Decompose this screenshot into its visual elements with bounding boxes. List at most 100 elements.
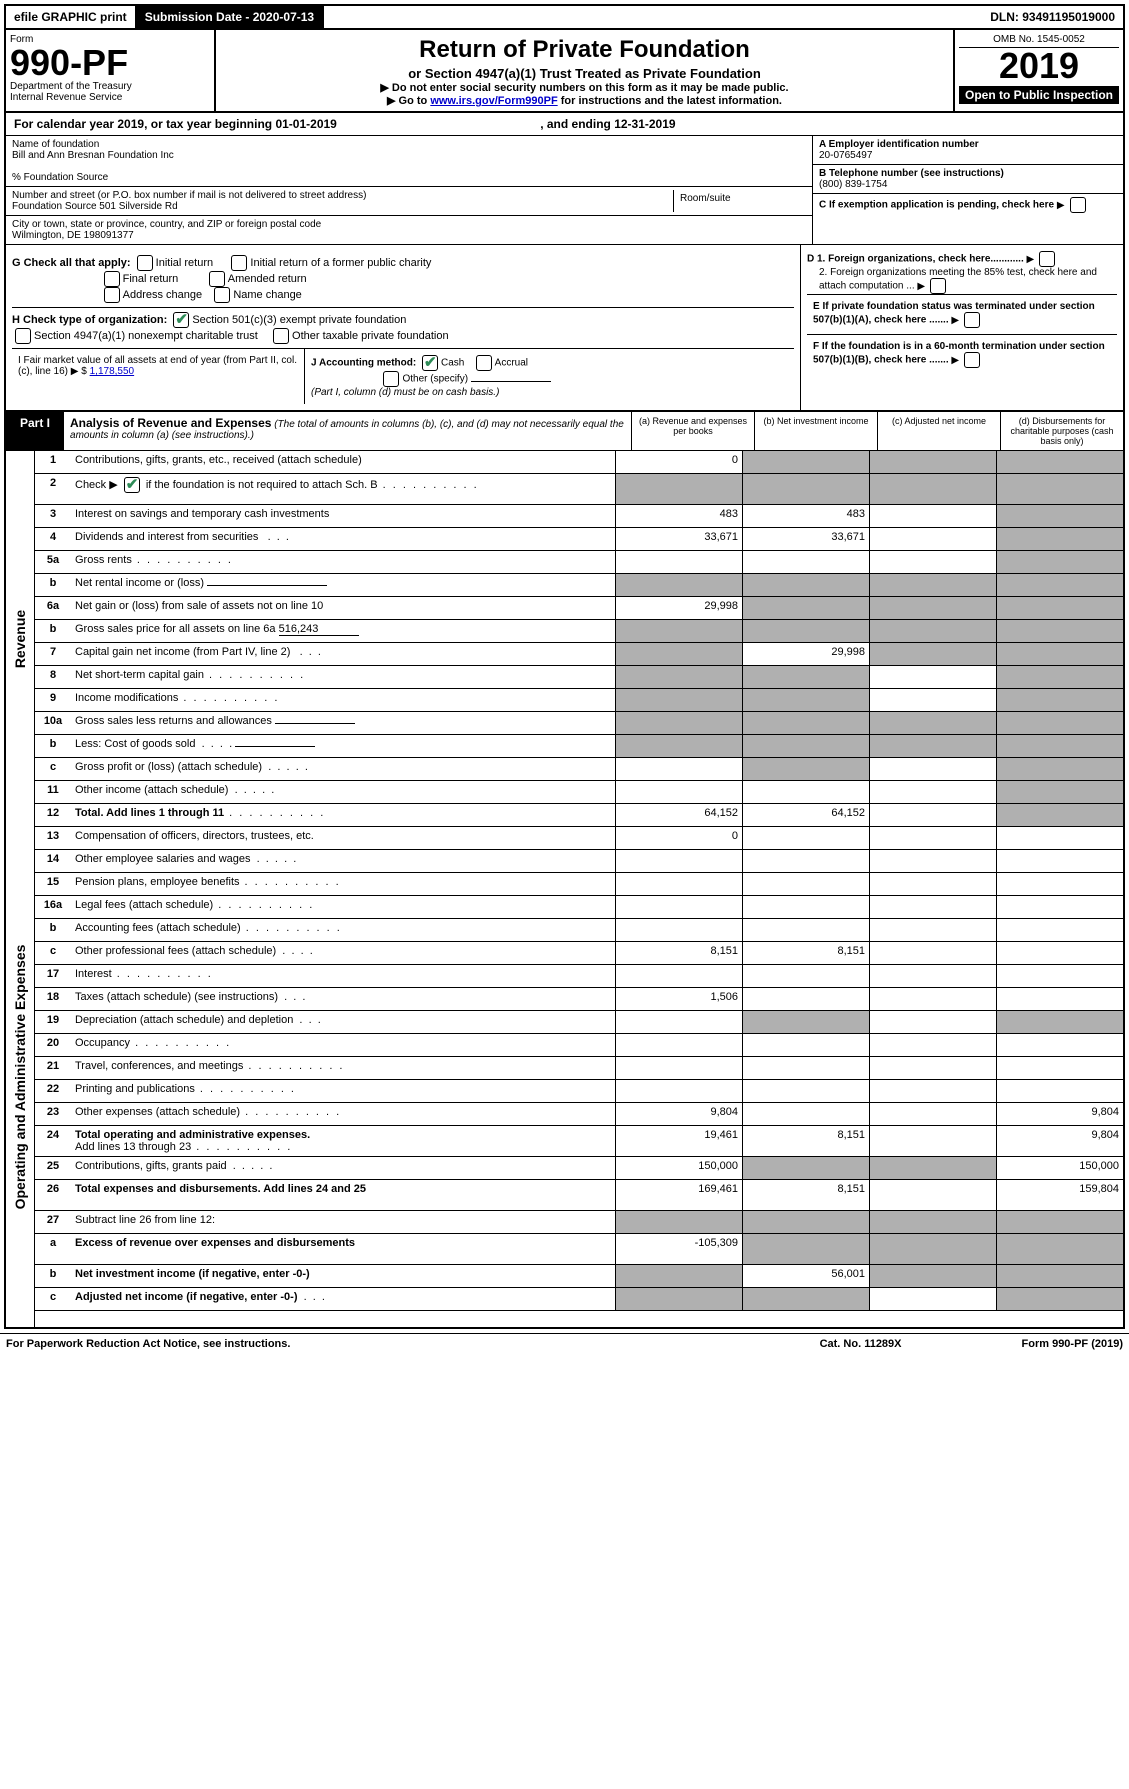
d2-row: 2. Foreign organizations meeting the 85%…: [807, 267, 1117, 294]
form-subtitle: or Section 4947(a)(1) Trust Treated as P…: [220, 66, 949, 81]
g-label: G Check all that apply:: [12, 257, 131, 269]
i-label: I Fair market value of all assets at end…: [18, 355, 297, 377]
l2-cb[interactable]: [124, 477, 140, 493]
part1-title: Analysis of Revenue and Expenses: [70, 416, 271, 430]
l24: Total operating and administrative expen…: [71, 1126, 616, 1156]
l13: Compensation of officers, directors, tru…: [71, 827, 616, 849]
tax-year: 2019: [959, 48, 1119, 84]
l17: Interest: [71, 965, 616, 987]
l16c: Other professional fees (attach schedule…: [71, 942, 616, 964]
expense-rows: 13Compensation of officers, directors, t…: [35, 827, 1123, 1327]
l27b: Net investment income (if negative, ente…: [71, 1265, 616, 1287]
city-value: Wilmington, DE 198091377: [12, 230, 806, 241]
cal-end: 12-31-2019: [614, 117, 675, 131]
l18: Taxes (attach schedule) (see instruction…: [71, 988, 616, 1010]
d1-cb[interactable]: [1039, 251, 1055, 267]
g-addr-cb[interactable]: [104, 287, 120, 303]
g-name-cb[interactable]: [214, 287, 230, 303]
l5b: Net rental income or (loss): [71, 574, 616, 596]
note2-pre: ▶ Go to: [387, 95, 430, 107]
part1-header: Part I Analysis of Revenue and Expenses …: [6, 410, 1123, 451]
j-accrual-cb[interactable]: [476, 355, 492, 371]
h-501: Section 501(c)(3) exempt private foundat…: [192, 314, 406, 326]
j-other: Other (specify): [402, 374, 468, 385]
g-name: Name change: [233, 289, 302, 301]
d1: D 1. Foreign organizations, check here..…: [807, 254, 1024, 265]
info-right: A Employer identification number 20-0765…: [812, 136, 1123, 244]
d2-cb[interactable]: [930, 278, 946, 294]
l4: Dividends and interest from securities .…: [71, 528, 616, 550]
j-label: J Accounting method:: [311, 358, 416, 369]
j-cash: Cash: [441, 358, 464, 369]
info-left: Name of foundation Bill and Ann Bresnan …: [6, 136, 812, 244]
l1a: 0: [616, 451, 743, 473]
ein-cell: A Employer identification number 20-0765…: [813, 136, 1123, 165]
check-left: G Check all that apply: Initial return I…: [6, 245, 801, 410]
form-title: Return of Private Foundation: [220, 36, 949, 64]
col-b: (b) Net investment income: [755, 412, 878, 450]
l27: Subtract line 26 from line 12:: [71, 1211, 616, 1233]
d1-row: D 1. Foreign organizations, check here..…: [807, 251, 1117, 267]
header-right: OMB No. 1545-0052 2019 Open to Public In…: [953, 30, 1123, 111]
footer-left: For Paperwork Reduction Act Notice, see …: [6, 1338, 290, 1350]
h-4947-cb[interactable]: [15, 328, 31, 344]
l2: Check ▶ if the foundation is not require…: [71, 474, 616, 504]
g-initial-cb[interactable]: [137, 255, 153, 271]
check-right: D 1. Foreign organizations, check here..…: [801, 245, 1123, 410]
c-label: C If exemption application is pending, c…: [819, 200, 1054, 211]
h-other: Other taxable private foundation: [292, 330, 449, 342]
e-row: E If private foundation status was termi…: [807, 294, 1117, 334]
part1-label: Part I: [6, 412, 64, 450]
l10a: Gross sales less returns and allowances: [71, 712, 616, 734]
name-cell: Name of foundation Bill and Ann Bresnan …: [6, 136, 812, 187]
g-initial-former-cb[interactable]: [231, 255, 247, 271]
cal-begin: 01-01-2019: [275, 117, 336, 131]
city-cell: City or town, state or province, country…: [6, 216, 812, 244]
city-label: City or town, state or province, country…: [12, 219, 806, 230]
l1: Contributions, gifts, grants, etc., rece…: [71, 451, 616, 473]
l12: Total. Add lines 1 through 11: [71, 804, 616, 826]
submission-date: Submission Date - 2020-07-13: [137, 6, 324, 28]
l27a: Excess of revenue over expenses and disb…: [71, 1234, 616, 1264]
side-revenue: Revenue: [6, 451, 35, 827]
i-val[interactable]: 1,178,550: [90, 366, 135, 377]
care-of: % Foundation Source: [12, 172, 806, 183]
j-cash-cb[interactable]: [422, 355, 438, 371]
g-amended-cb[interactable]: [209, 271, 225, 287]
l23: Other expenses (attach schedule): [71, 1103, 616, 1125]
form-link[interactable]: www.irs.gov/Form990PF: [430, 95, 557, 107]
open-public: Open to Public Inspection: [959, 86, 1119, 104]
i-cell: I Fair market value of all assets at end…: [12, 349, 305, 404]
cal-pre: For calendar year 2019, or tax year begi…: [14, 117, 275, 131]
revenue-ledger: Revenue 1Contributions, gifts, grants, e…: [6, 451, 1123, 827]
revenue-rows: 1Contributions, gifts, grants, etc., rec…: [35, 451, 1123, 827]
col-d: (d) Disbursements for charitable purpose…: [1001, 412, 1123, 450]
g-addr: Address change: [123, 289, 203, 301]
col-a: (a) Revenue and expenses per books: [632, 412, 755, 450]
footer-mid: Cat. No. 11289X: [820, 1338, 902, 1350]
g-final-cb[interactable]: [104, 271, 120, 287]
j-other-cb[interactable]: [383, 371, 399, 387]
h-501-cb[interactable]: [173, 312, 189, 328]
d2: 2. Foreign organizations meeting the 85%…: [819, 267, 1097, 292]
header-center: Return of Private Foundation or Section …: [216, 30, 953, 111]
l7: Capital gain net income (from Part IV, l…: [71, 643, 616, 665]
footer-right: Form 990-PF (2019): [1022, 1338, 1123, 1350]
addr-value: Foundation Source 501 Silverside Rd: [12, 201, 673, 212]
e-cb[interactable]: [964, 312, 980, 328]
l10b: Less: Cost of goods sold . . . .: [71, 735, 616, 757]
f-cb[interactable]: [964, 352, 980, 368]
l25: Contributions, gifts, grants paid . . . …: [71, 1157, 616, 1179]
tel-label: B Telephone number (see instructions): [819, 168, 1004, 179]
l5a: Gross rents: [71, 551, 616, 573]
c-checkbox[interactable]: [1070, 197, 1086, 213]
l9: Income modifications: [71, 689, 616, 711]
room-label: Room/suite: [674, 190, 806, 212]
l16a: Legal fees (attach schedule): [71, 896, 616, 918]
footer: For Paperwork Reduction Act Notice, see …: [0, 1333, 1129, 1354]
header-left: Form 990-PF Department of the Treasury I…: [6, 30, 216, 111]
dln: DLN: 93491195019000: [982, 6, 1123, 28]
side-expense: Operating and Administrative Expenses: [6, 827, 35, 1327]
h-other-cb[interactable]: [273, 328, 289, 344]
f-row: F If the foundation is in a 60-month ter…: [807, 334, 1117, 374]
